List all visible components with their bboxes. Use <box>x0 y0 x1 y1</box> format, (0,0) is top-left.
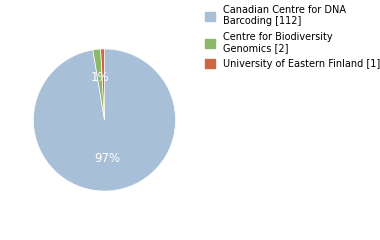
Wedge shape <box>93 49 105 120</box>
Text: 97%: 97% <box>95 152 121 165</box>
Legend: Canadian Centre for DNA
Barcoding [112], Centre for Biodiversity
Genomics [2], U: Canadian Centre for DNA Barcoding [112],… <box>205 5 380 69</box>
Wedge shape <box>33 49 176 191</box>
Wedge shape <box>101 49 104 120</box>
Text: 1%: 1% <box>90 71 109 84</box>
